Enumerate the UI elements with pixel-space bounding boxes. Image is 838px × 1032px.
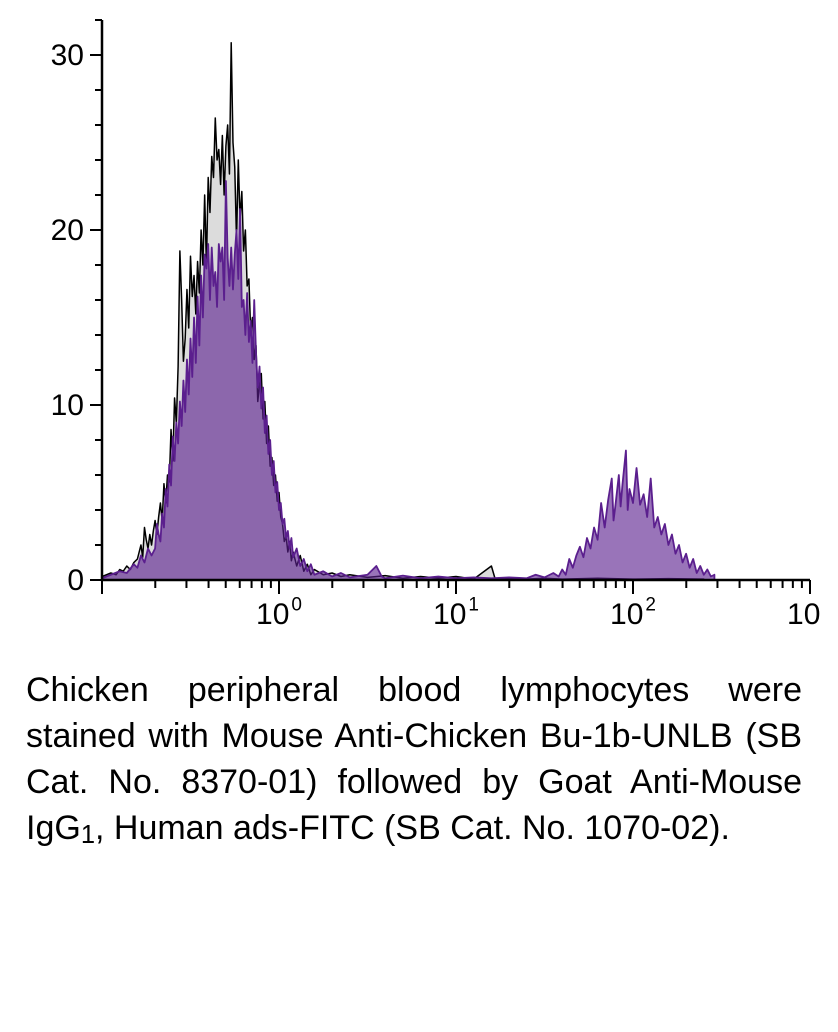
- svg-text:20: 20: [51, 214, 84, 247]
- flow-cytometry-histogram: 0102030100101102103: [30, 10, 810, 650]
- svg-text:103: 103: [787, 595, 820, 632]
- svg-text:102: 102: [610, 595, 656, 632]
- svg-text:30: 30: [51, 39, 84, 72]
- svg-text:101: 101: [433, 595, 479, 632]
- svg-text:10: 10: [51, 389, 84, 422]
- figure-caption: Chicken peripheral blood lymphocytes wer…: [20, 668, 808, 852]
- svg-text:0: 0: [67, 564, 84, 597]
- svg-text:100: 100: [256, 595, 302, 632]
- chart-svg: 0 10 20 30 100 101 102 103: [30, 10, 820, 690]
